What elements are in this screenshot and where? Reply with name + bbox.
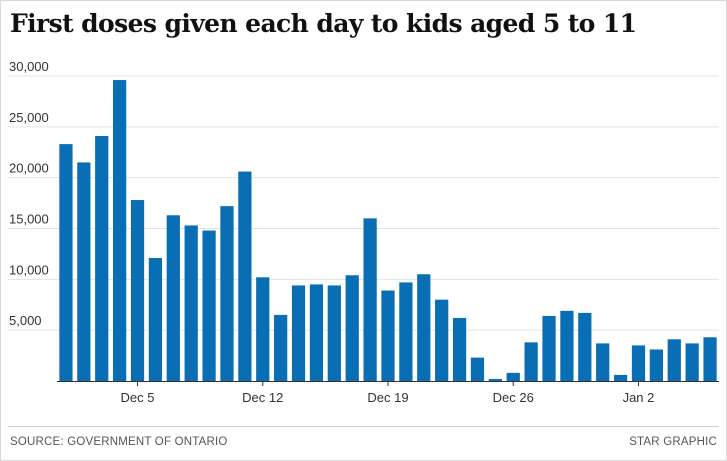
gridlines [8,75,719,331]
bar [113,80,127,382]
chart-title: First doses given each day to kids aged … [10,9,637,38]
bar [381,290,395,381]
y-tick-label: 10,000 [9,262,49,277]
bar [452,317,467,381]
bar [542,315,556,381]
bar [345,275,359,381]
bar [649,349,663,381]
bar [613,374,628,381]
bar [95,135,109,381]
bar [596,343,610,381]
x-tick-label: Dec 5 [121,390,155,405]
x-tick-label: Jan 2 [623,390,655,405]
y-tick-label: 20,000 [9,161,49,176]
source-note: SOURCE: GOVERNMENT OF ONTARIO [10,436,228,448]
bar [130,200,145,381]
bar [274,314,288,381]
bar [399,282,413,381]
bars [59,80,717,382]
bar [77,162,91,381]
y-tick-label: 5,000 [9,313,42,328]
bar [667,339,681,381]
bar [524,342,538,381]
bar [166,215,180,381]
bar [238,171,252,381]
bar [703,337,717,381]
bar [631,345,646,381]
graphic-credit: STAR GRAPHIC [629,436,717,448]
bar [488,378,502,381]
bar [184,225,198,381]
bar [560,310,574,381]
bar [685,343,699,381]
bar [220,206,234,381]
bar [202,230,216,381]
x-tick-label: Dec 26 [493,390,534,405]
bar [470,357,485,381]
bar [309,284,324,381]
y-tick-label: 15,000 [9,212,49,227]
bar [291,285,306,381]
bar [327,285,341,381]
bar [417,274,431,381]
y-tick-label: 30,000 [9,59,49,74]
bar [363,218,377,381]
footer-divider [8,426,719,427]
bar [578,312,592,381]
bar [256,277,270,381]
bar [148,257,163,381]
bar [435,299,449,381]
bar [506,372,520,381]
bar [59,144,73,381]
x-tick-label: Dec 19 [367,390,408,405]
y-tick-label: 25,000 [9,110,49,125]
axes: 5,000 10,000 15,000 20,000 25,000 30,000 Dec 5… [9,59,719,405]
x-tick-label: Dec 12 [242,390,283,405]
